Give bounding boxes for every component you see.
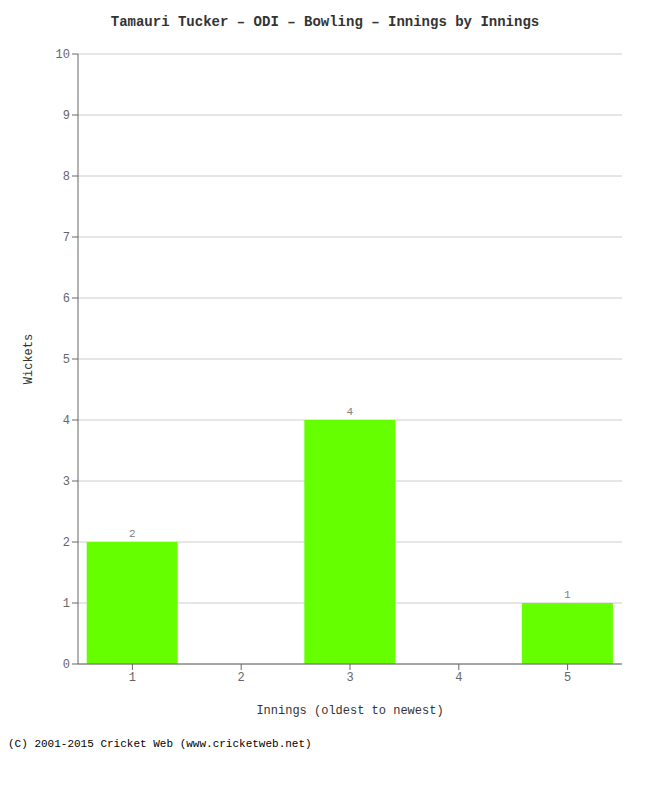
- svg-text:5: 5: [63, 353, 70, 367]
- svg-text:5: 5: [564, 671, 571, 685]
- svg-text:2: 2: [238, 671, 245, 685]
- svg-text:3: 3: [63, 475, 70, 489]
- svg-text:10: 10: [56, 48, 70, 62]
- html-text:Tamauri Tucker – ODI – Bowling: Tamauri Tucker – ODI – Bowling – Innings…: [110, 14, 540, 30]
- html-text:(C) 2001-2015 Cricket Web (www: (C) 2001-2015 Cricket Web (www.cricketwe…: [8, 738, 312, 750]
- svg-text:1: 1: [564, 589, 571, 601]
- svg-text:2: 2: [129, 528, 136, 540]
- svg-text:2: 2: [63, 536, 70, 550]
- svg-text:Innings (oldest to newest): Innings (oldest to newest): [256, 704, 443, 718]
- svg-text:9: 9: [63, 109, 70, 123]
- svg-text:4: 4: [455, 671, 462, 685]
- svg-text:7: 7: [63, 231, 70, 245]
- svg-text:4: 4: [346, 406, 353, 418]
- svg-text:Wickets: Wickets: [22, 334, 36, 384]
- svg-text:1: 1: [63, 597, 70, 611]
- svg-text:1: 1: [129, 671, 136, 685]
- svg-text:3: 3: [346, 671, 353, 685]
- svg-text:8: 8: [63, 170, 70, 184]
- svg-text:6: 6: [63, 292, 70, 306]
- svg-text:4: 4: [63, 414, 70, 428]
- svg-text:0: 0: [63, 658, 70, 672]
